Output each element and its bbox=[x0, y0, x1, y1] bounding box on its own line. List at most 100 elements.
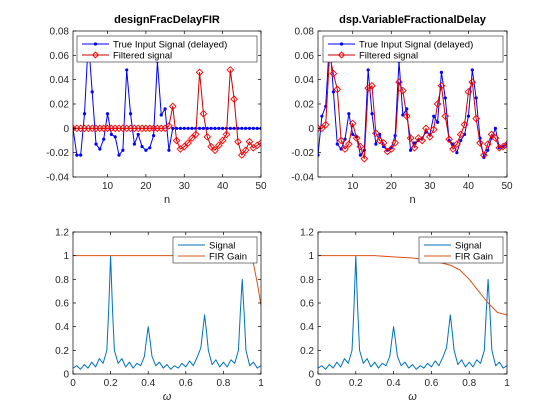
y-tick-label: -0.04 bbox=[291, 173, 314, 184]
data-point bbox=[466, 114, 471, 118]
plot-area bbox=[318, 37, 507, 163]
series-line bbox=[318, 255, 507, 370]
legend-marker bbox=[339, 42, 344, 46]
data-point bbox=[188, 134, 196, 142]
y-tick-label: 1.2 bbox=[55, 228, 69, 239]
subplot-3: 0 0.2 0.4 0.6 0.8 1 0 0.2 0.4 0.6 0.8 1 1.2 ω SignalFI… bbox=[55, 228, 264, 404]
x-tick-label: 0.2 bbox=[349, 378, 363, 389]
data-point bbox=[453, 140, 461, 148]
y-tick-label: 1 bbox=[63, 251, 69, 262]
y-tick-label: 0.4 bbox=[55, 322, 69, 333]
data-point bbox=[237, 151, 246, 159]
data-point bbox=[82, 112, 87, 116]
data-point bbox=[121, 148, 125, 152]
data-point bbox=[468, 78, 477, 86]
data-point bbox=[148, 146, 152, 150]
legend-box bbox=[172, 236, 258, 264]
legend-box bbox=[76, 35, 258, 63]
data-point bbox=[347, 112, 351, 116]
data-point bbox=[217, 126, 221, 130]
x-tick-label: 0.6 bbox=[424, 378, 438, 389]
data-point bbox=[251, 126, 255, 130]
data-point bbox=[387, 145, 396, 153]
data-point bbox=[184, 139, 192, 147]
data-point bbox=[351, 132, 355, 137]
data-point bbox=[476, 139, 484, 147]
x-tick-label: 0.2 bbox=[104, 378, 118, 389]
data-point bbox=[429, 125, 438, 134]
data-point bbox=[352, 134, 361, 142]
x-axis-label: ω bbox=[408, 391, 417, 403]
y-tick-label: 0.02 bbox=[50, 100, 70, 111]
data-point bbox=[474, 96, 478, 100]
data-point bbox=[318, 124, 326, 133]
x-tick-label: 30 bbox=[179, 181, 191, 192]
y-tick-label: 0 bbox=[308, 370, 314, 381]
data-point bbox=[339, 147, 343, 151]
series-1 bbox=[73, 255, 261, 370]
data-point bbox=[98, 147, 102, 151]
data-point bbox=[482, 155, 486, 160]
x-tick-label: 40 bbox=[217, 181, 229, 192]
data-point bbox=[94, 142, 98, 146]
data-point bbox=[459, 138, 463, 143]
data-point bbox=[331, 90, 336, 94]
y-tick-label: 0.2 bbox=[300, 346, 314, 357]
y-tick-label: 0 bbox=[63, 370, 69, 381]
data-point bbox=[399, 86, 407, 95]
data-point bbox=[372, 129, 380, 138]
data-point bbox=[182, 126, 186, 130]
legend-label: Filtered signal bbox=[113, 51, 172, 62]
data-point bbox=[414, 134, 423, 142]
legend-label: True Input Signal (delayed) bbox=[359, 40, 473, 51]
data-point bbox=[480, 151, 488, 159]
data-point bbox=[230, 95, 238, 103]
x-axis-label: ω bbox=[163, 391, 172, 403]
x-tick-label: 0 bbox=[70, 378, 76, 389]
legend-label: Filtered signal bbox=[359, 51, 418, 62]
data-point bbox=[406, 134, 415, 142]
data-point bbox=[435, 120, 440, 124]
data-point bbox=[432, 114, 436, 118]
data-point bbox=[168, 102, 177, 111]
data-point bbox=[105, 112, 110, 116]
data-point bbox=[341, 145, 349, 153]
data-point bbox=[337, 136, 345, 145]
data-point bbox=[348, 119, 357, 128]
legend-label: Signal bbox=[455, 241, 481, 252]
data-point bbox=[379, 139, 388, 147]
data-point bbox=[462, 132, 467, 137]
data-point bbox=[247, 126, 252, 130]
data-point bbox=[368, 81, 376, 90]
data-point bbox=[191, 130, 200, 139]
data-point bbox=[241, 146, 250, 155]
x-axis-label: n bbox=[164, 194, 170, 206]
y-tick-label: 0.8 bbox=[55, 275, 69, 286]
data-point bbox=[472, 114, 480, 123]
data-point bbox=[234, 137, 242, 146]
data-point bbox=[240, 126, 244, 130]
data-point bbox=[333, 85, 342, 94]
data-point bbox=[209, 126, 213, 130]
data-point bbox=[128, 112, 133, 116]
data-point bbox=[180, 142, 189, 151]
data-point bbox=[422, 124, 430, 133]
data-point bbox=[318, 153, 320, 157]
data-point bbox=[159, 113, 163, 117]
data-point bbox=[165, 122, 173, 130]
x-tick-label: 1 bbox=[504, 378, 510, 389]
data-point bbox=[439, 70, 444, 74]
chart-title: designFracDelayFIR bbox=[114, 14, 220, 26]
data-point bbox=[125, 68, 129, 72]
data-point bbox=[335, 142, 339, 146]
x-tick-label: 0.4 bbox=[387, 378, 401, 389]
y-tick-label: 0.02 bbox=[295, 100, 315, 111]
data-point bbox=[195, 68, 204, 77]
x-tick-label: 0.8 bbox=[462, 378, 476, 389]
series-line bbox=[318, 54, 507, 160]
y-tick-label: 0.04 bbox=[295, 75, 315, 86]
data-point bbox=[167, 148, 171, 152]
y-tick-label: 0.4 bbox=[300, 322, 314, 333]
x-tick-label: 50 bbox=[255, 181, 267, 192]
data-point bbox=[455, 151, 459, 155]
